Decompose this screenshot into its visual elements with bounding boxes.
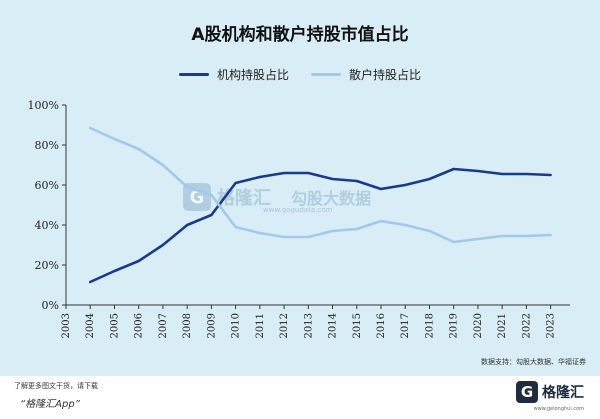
legend-swatch-retail	[311, 73, 341, 76]
x-tick-label: 2007	[158, 313, 169, 338]
watermark-url: www.gogudata.com	[263, 206, 333, 214]
brand-logo-url: www.gelonghui.com	[533, 406, 584, 412]
x-tick-label: 2010	[231, 313, 242, 338]
x-tick-label: 2015	[352, 313, 363, 338]
legend-item-retail: 散户持股占比	[311, 66, 421, 83]
legend-item-institutional: 机构持股占比	[178, 66, 289, 83]
x-tick-label: 2008	[182, 313, 193, 338]
x-tick-label: 2021	[497, 313, 508, 338]
legend-label-retail: 散户持股占比	[349, 68, 422, 82]
brand-logo-text: 格隆汇	[542, 385, 584, 401]
brand-logo-icon: G	[516, 381, 538, 403]
y-tick-label: 60%	[35, 179, 59, 192]
y-tick-label: 20%	[35, 259, 59, 272]
x-tick-label: 2005	[109, 313, 120, 338]
footer-app-link[interactable]: “格隆汇App”	[20, 399, 80, 410]
x-tick-label: 2011	[255, 313, 266, 338]
y-tick-label: 100%	[28, 99, 59, 112]
footer-note: 了解更多图文干货，请下载	[14, 382, 98, 390]
x-tick-label: 2023	[546, 313, 557, 338]
series-line-institutional	[88, 167, 552, 284]
chart-plot: 0% 20% 40% 60% 80% 100% 2003 2004 2005 2006 2007 20…	[28, 99, 570, 338]
x-tick-label: 2003	[61, 313, 72, 338]
x-tick-label: 2017	[400, 313, 411, 338]
data-source: 数据支持：勾股大数据、华福证券	[481, 358, 586, 366]
chart-title: A股机构和散户持股市值占比	[191, 25, 409, 45]
x-tick-label: 2009	[206, 313, 217, 338]
x-tick-label: 2013	[303, 313, 314, 338]
x-tick-label: 2019	[449, 313, 460, 338]
x-tick-label: 2020	[473, 313, 484, 338]
x-tick-label: 2018	[424, 313, 435, 338]
y-tick-label: 0%	[42, 299, 59, 312]
chart-card	[0, 0, 600, 376]
chart-legend: 机构持股占比 散户持股占比	[0, 66, 600, 83]
x-tick-label: 2006	[134, 313, 145, 338]
x-tick-label: 2012	[279, 313, 290, 338]
legend-label-institutional: 机构持股占比	[216, 68, 289, 82]
y-tick-label: 40%	[35, 219, 59, 232]
legend-swatch-institutional	[178, 73, 209, 76]
x-tick-label: 2016	[376, 313, 387, 338]
x-tick-label: 2014	[328, 313, 339, 338]
x-tick-label: 2004	[85, 313, 96, 338]
y-tick-label: 80%	[35, 139, 59, 152]
brand-logo: G 格隆汇	[516, 381, 584, 403]
series-line-retail	[88, 126, 552, 244]
x-tick-label: 2022	[521, 313, 532, 338]
